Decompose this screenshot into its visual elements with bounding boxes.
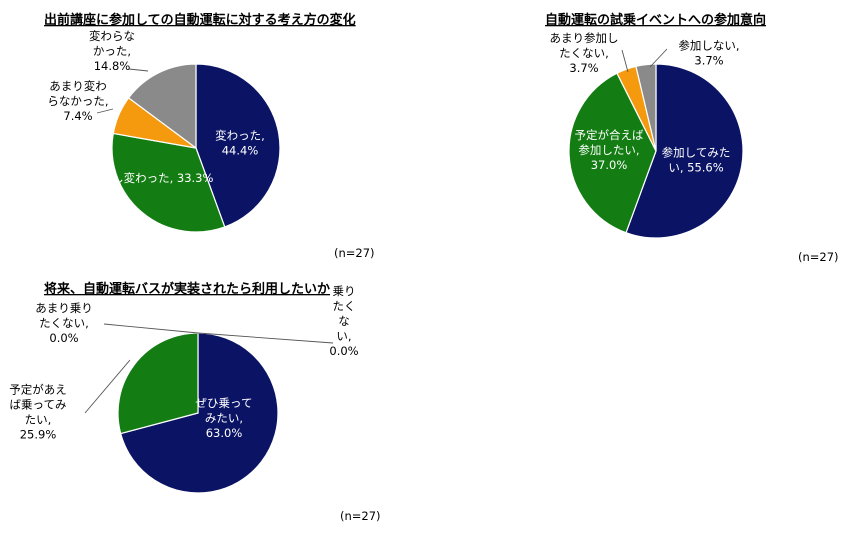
label-leader-line xyxy=(129,69,148,71)
slice-label: 少し変わった, 33.3% xyxy=(101,171,214,185)
slice-label-line: あまり参加し xyxy=(550,31,619,45)
slice-label: 変わらなかった, 14.8% xyxy=(89,29,135,73)
slice-label-line: 3.7% xyxy=(569,61,598,75)
slice-label-line: 0.0% xyxy=(329,344,358,358)
pie-slices: 参加してみたい, 55.6% 予定が合えば参加したい, 37.0% あまり参加したくな… xyxy=(550,31,744,238)
slice-label-line: ぜひ乗って xyxy=(196,396,253,410)
chart-title: 自動運転の試乗イベントへの参加意向 xyxy=(545,12,766,28)
slice-label: 参加してみたい, 55.6% xyxy=(662,146,731,175)
slice-label-line: 参加したい, xyxy=(578,143,639,157)
slice-label-line: 予定が合えば xyxy=(575,128,644,142)
slice-label: あまり変わらなかった, 7.4% xyxy=(47,79,108,123)
chart-title: 出前講座に参加しての自動運転に対する考え方の変化 xyxy=(44,12,356,28)
label-leader-line xyxy=(97,109,113,113)
sample-size-note: (n=27) xyxy=(798,250,839,264)
slice-label: 参加しない, 3.7% xyxy=(678,39,739,68)
slice-label-line: たくない, xyxy=(559,46,609,60)
slice-label: 変わった, 44.4% xyxy=(215,129,265,158)
slice-label: 乗りたくない, 0.0% xyxy=(329,284,358,358)
label-leader-line xyxy=(104,324,198,333)
slice-label-line: 少し変わった, 33.3% xyxy=(101,171,214,185)
slice-label: 予定があえば乗ってみたい, 25.9% xyxy=(9,383,67,442)
slice-label-line: 14.8% xyxy=(94,59,131,73)
slice-label-line: 乗り xyxy=(333,284,356,298)
slice-label-line: い, xyxy=(336,329,351,343)
slice-label-line: ば乗ってみ xyxy=(10,398,67,412)
slice-label: あまり参加したくない, 3.7% xyxy=(550,31,619,75)
slice-label-line: たくない, xyxy=(39,316,89,330)
slice-label-line: 37.0% xyxy=(591,158,628,172)
pie-chart-attitude-change: 出前講座に参加しての自動運転に対する考え方の変化 変わった, 44.4%少し変わっ… xyxy=(44,12,375,260)
slice-label-line: 予定があえ xyxy=(9,383,67,397)
slice-label-line: な xyxy=(338,314,350,328)
sample-size-note: (n=27) xyxy=(334,246,375,260)
pie-chart-future-bus-usage: 将来、自動運転バスが実装されたら利用したいか ぜひ乗ってみたい, 63.0% 予定が… xyxy=(9,281,380,523)
slice-label-line: 変わった, xyxy=(215,129,265,143)
slice-label: あまり乗りたくない, 0.0% xyxy=(35,301,93,345)
slice-label-line: みたい, xyxy=(205,411,243,425)
sample-size-note: (n=27) xyxy=(340,509,381,523)
slice-label-line: らなかった, xyxy=(47,94,108,108)
chart-title: 将来、自動運転バスが実装されたら利用したいか xyxy=(44,281,330,297)
slice-label-line: 0.0% xyxy=(49,331,78,345)
slice-label-line: かった, xyxy=(93,44,131,58)
slice-label-line: たく xyxy=(333,299,356,313)
slice-label-line: 7.4% xyxy=(63,109,92,123)
pie-slices: ぜひ乗ってみたい, 63.0%予定があえば乗ってみたい, 25.9%あまり乗りたくな… xyxy=(9,284,358,493)
pie-chart-test-ride-intent: 自動運転の試乗イベントへの参加意向 参加してみたい, 55.6%予定が合えば参加… xyxy=(545,12,839,264)
slice-label-line: たい, xyxy=(25,413,52,427)
label-leader-line xyxy=(622,50,628,72)
slice-label-line: い, 55.6% xyxy=(668,161,723,175)
slice-label-line: 参加しない, xyxy=(678,39,739,53)
slice-label-line: 変わらな xyxy=(89,29,135,43)
slice-label-line: あまり乗り xyxy=(35,301,93,315)
slice-label-line: 25.9% xyxy=(20,428,57,442)
pie-slices: 変わった, 44.4%少し変わった, 33.3%あまり変わらなかった, 7.4%変わ… xyxy=(47,29,280,232)
slice-label-line: あまり変わ xyxy=(49,79,107,93)
slice-label-line: 63.0% xyxy=(206,426,243,440)
slice-label-line: 44.4% xyxy=(222,144,259,158)
slice-label-line: 参加してみた xyxy=(662,146,731,160)
slice-label-line: 3.7% xyxy=(694,54,723,68)
